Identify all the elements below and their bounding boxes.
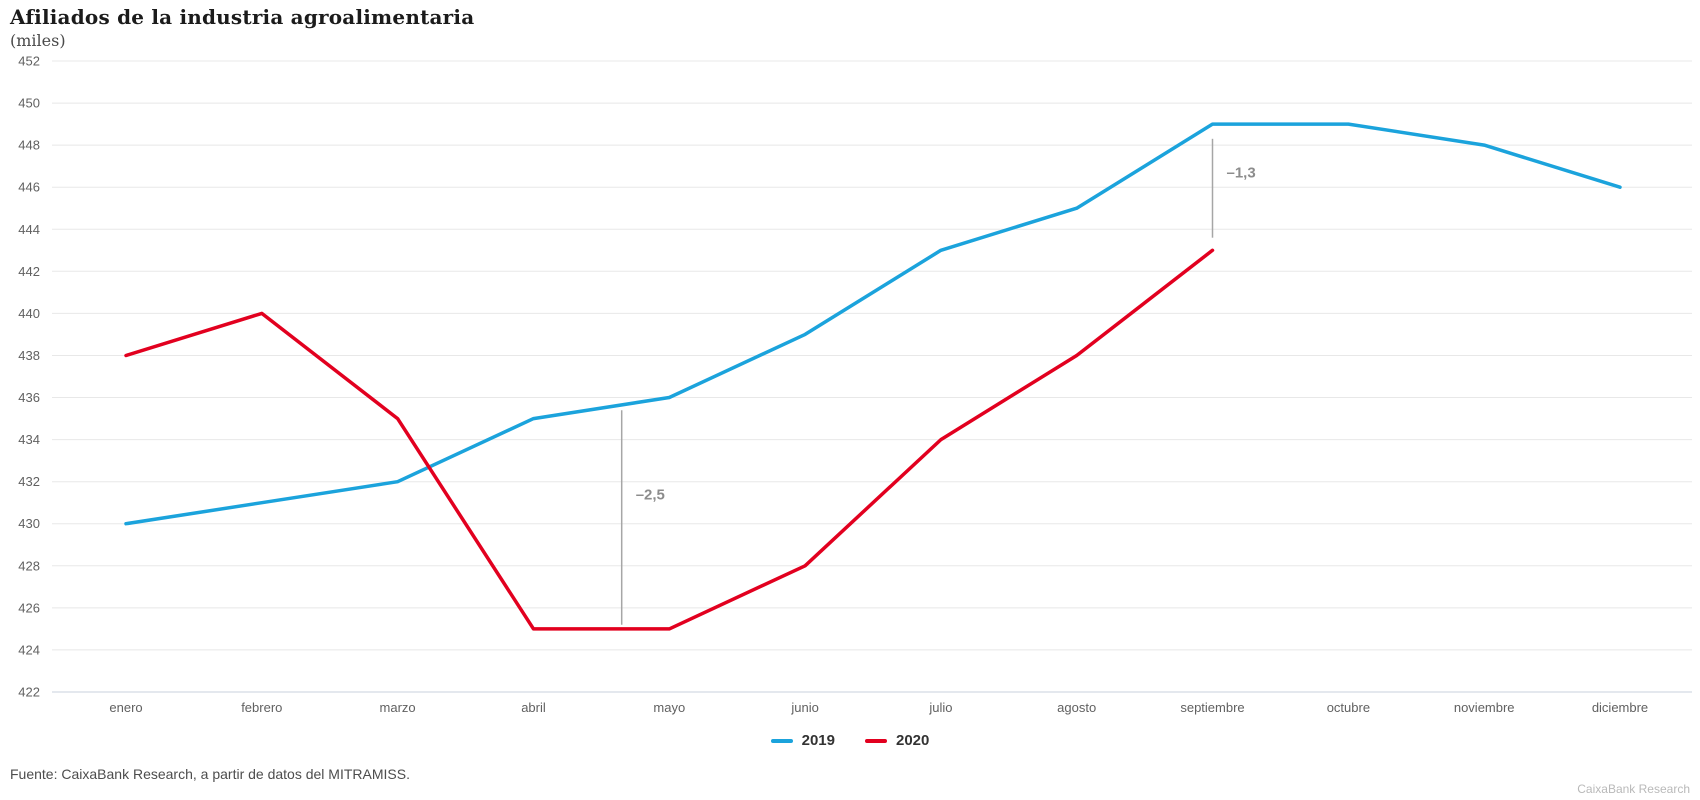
y-axis-tick-label: 444 [18,222,40,237]
y-axis-tick-label: 434 [18,432,40,447]
chart-subtitle: (miles) [10,31,66,50]
y-axis-tick-label: 422 [18,685,40,700]
x-axis-tick-label: agosto [1057,700,1096,715]
series-line-2019 [124,122,1622,526]
legend-marker-2020-icon [865,738,887,743]
y-axis-tick-label: 436 [18,390,40,405]
x-axis-tick-label: octubre [1327,700,1370,715]
y-axis-tick-label: 424 [18,642,40,657]
x-axis-tick-label: mayo [653,700,685,715]
x-axis-tick-label: abril [521,700,546,715]
x-axis-tick-label: marzo [380,700,416,715]
x-axis-tick-label: febrero [241,700,282,715]
y-axis-tick-label: 452 [18,54,40,69]
brand-watermark: CaixaBank Research [1577,782,1690,796]
y-axis-tick-label: 442 [18,264,40,279]
legend: 2019 2020 [0,732,1700,749]
y-axis-tick-label: 430 [18,516,40,531]
y-axis-tick-label: 440 [18,306,40,321]
legend-marker-2019-icon [770,738,793,743]
x-axis-tick-label: julio [928,700,952,715]
y-axis-tick-label: 446 [18,180,40,195]
legend-label-2019: 2019 [801,732,835,749]
y-axis-tick-label: 428 [18,558,40,573]
x-axis-tick-label: septiembre [1180,700,1244,715]
y-axis-tick-label: 438 [18,348,40,363]
x-axis-tick-label: diciembre [1592,700,1648,715]
legend-label-2020: 2020 [896,732,930,749]
x-axis-tick-label: enero [109,700,142,715]
x-axis-tick-label: junio [790,700,818,715]
legend-item-2019[interactable]: 2019 [770,732,835,749]
series-line-2020 [124,248,1215,631]
chart-title: Afiliados de la industria agroalimentari… [10,5,475,29]
y-axis-tick-label: 432 [18,474,40,489]
x-axis-tick-label: noviembre [1454,700,1515,715]
source-note: Fuente: CaixaBank Research, a partir de … [10,766,410,782]
annotation-label: –1,3 [1227,165,1256,182]
y-axis-tick-label: 448 [18,138,40,153]
legend-item-2020[interactable]: 2020 [865,732,929,749]
y-axis-tick-label: 450 [18,96,40,111]
y-axis-tick-label: 426 [18,600,40,615]
annotation-label: –2,5 [636,486,665,503]
